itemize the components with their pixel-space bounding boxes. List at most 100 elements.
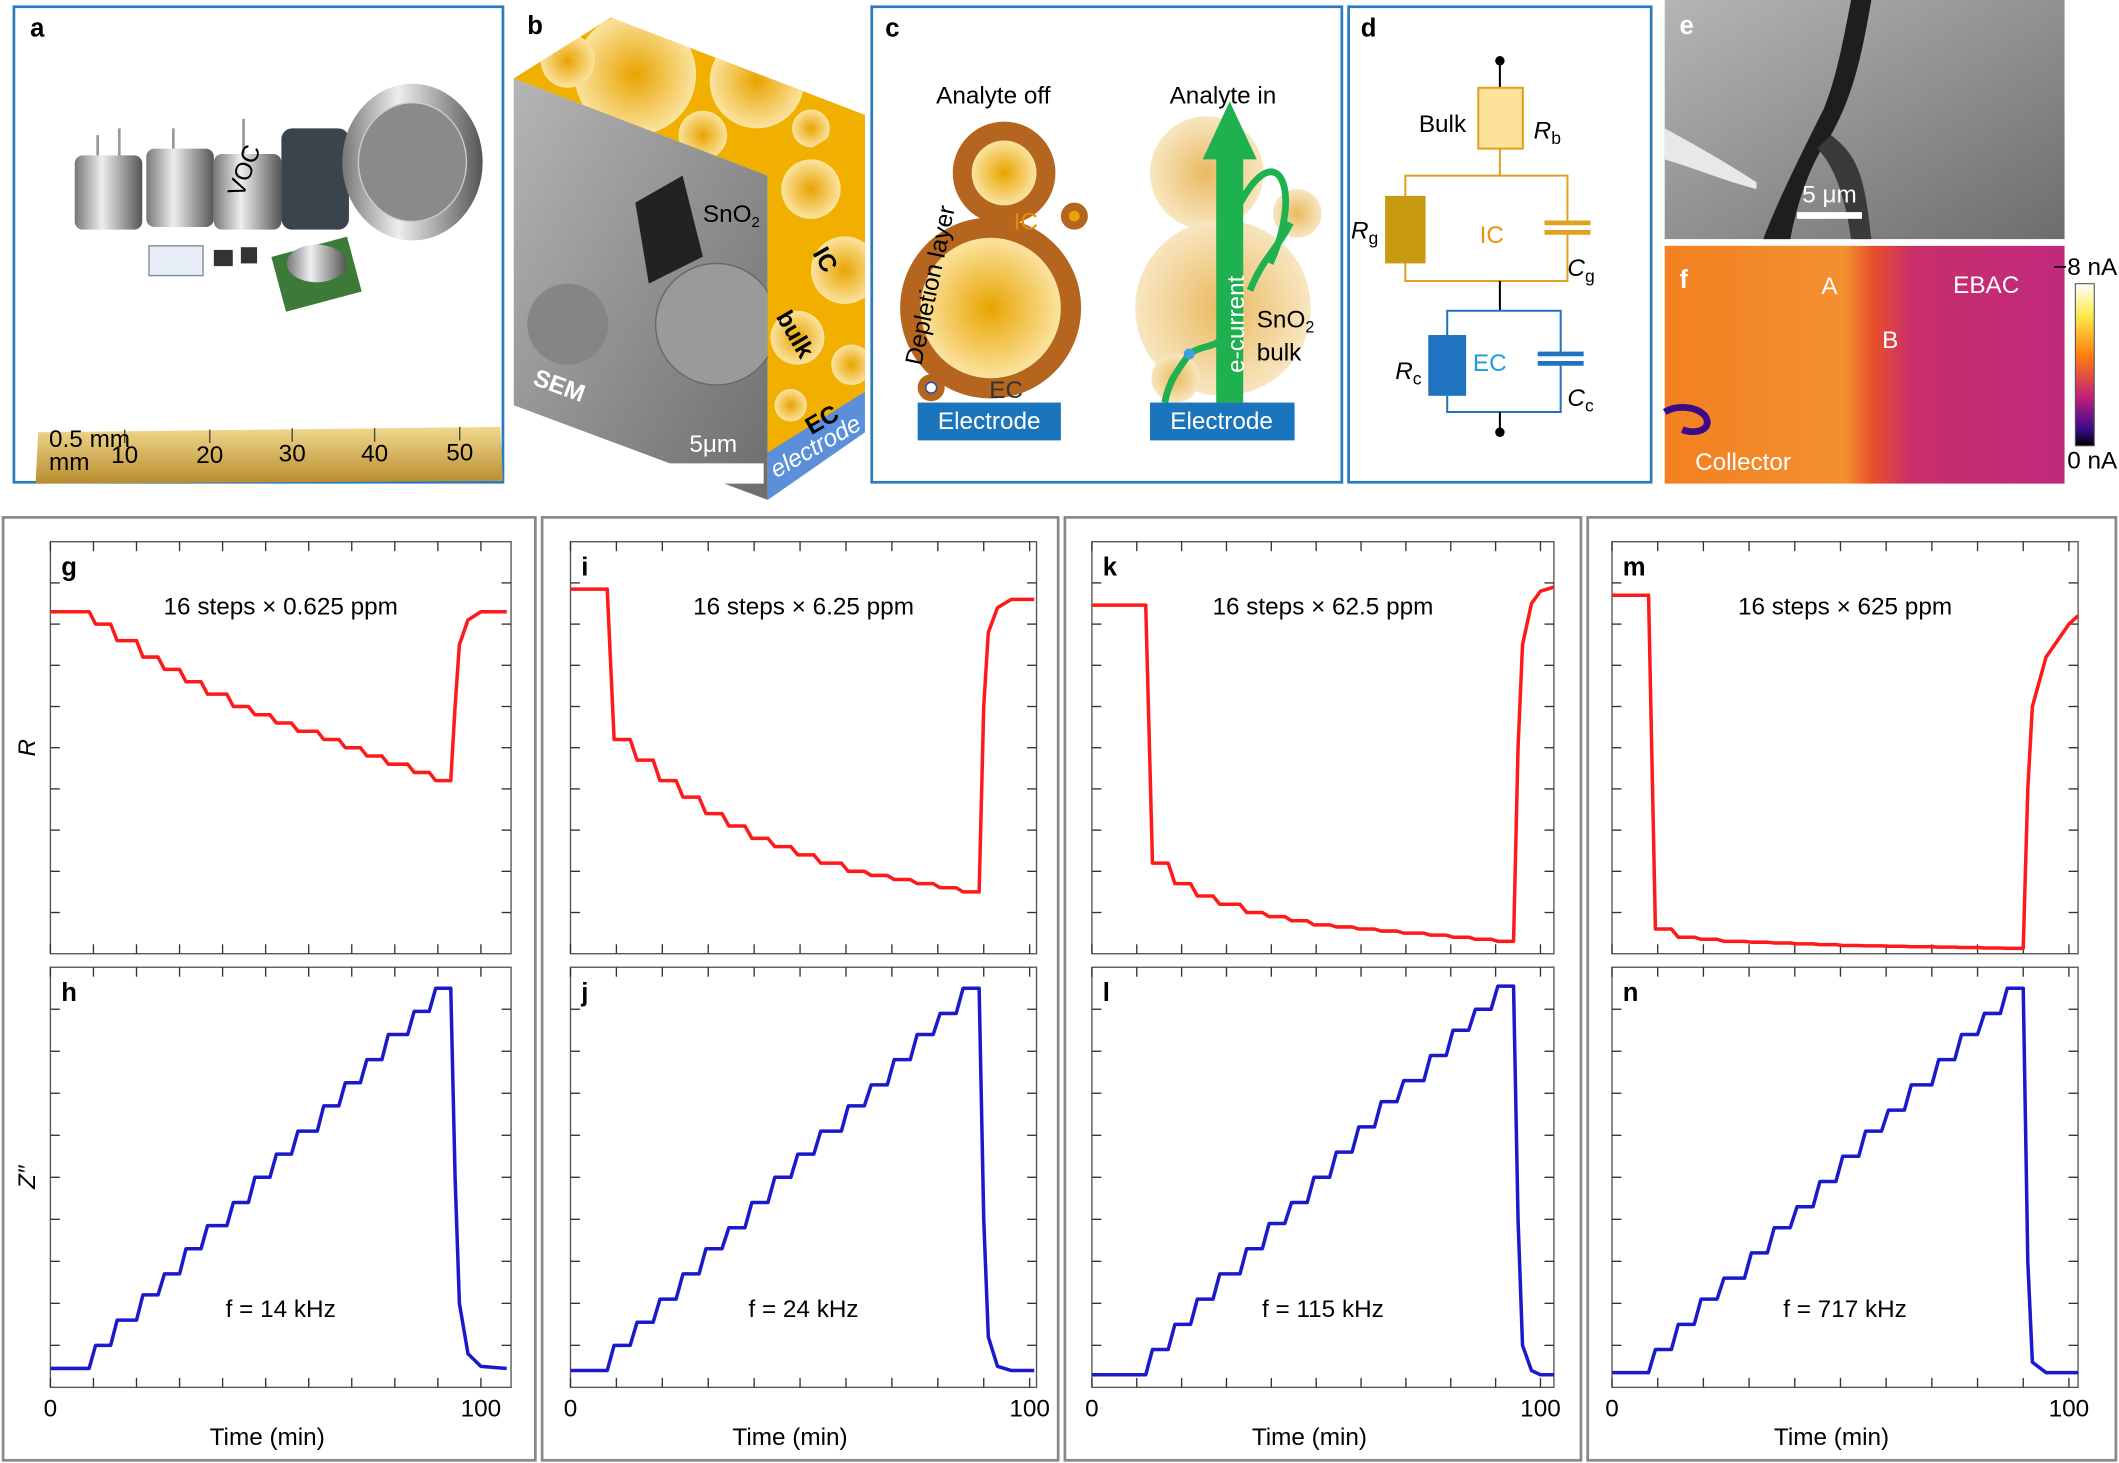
label-cg-tspan: C — [1567, 256, 1585, 283]
panel-d-rect — [1477, 86, 1524, 150]
panel-b-rect — [662, 463, 764, 484]
y-axis-label: Z″ — [14, 1164, 41, 1190]
panel-c-text: bulk — [1257, 339, 1302, 366]
annotation: 16 steps × 6.25 ppm — [693, 593, 914, 620]
label-sno2-tspan: SnO — [1257, 307, 1306, 334]
panel-b-polygon — [513, 78, 768, 500]
panel-f-text: Collector — [1695, 449, 1791, 476]
annotation: f = 115 kHz — [1262, 1296, 1384, 1323]
panel-a-rect — [12, 5, 505, 484]
panel-d-text: IC — [1480, 222, 1504, 249]
ec-branch — [1446, 309, 1562, 414]
data-line — [1612, 986, 2079, 1375]
label-rg: Rg — [1351, 218, 1378, 248]
panel-c-text: c — [885, 15, 899, 43]
label-sno2: SnO2 — [703, 202, 760, 231]
panel-b-text: 5μm — [689, 431, 737, 458]
x-axis-label: Time (min) — [732, 1424, 847, 1451]
panel-b-polygon — [767, 391, 865, 500]
grains-top-circle — [709, 33, 805, 129]
plot-frame — [1611, 966, 2079, 1389]
label-rb-tspan: R — [1534, 118, 1552, 145]
panel-letter: i — [581, 554, 588, 582]
plot-frame — [1091, 541, 1555, 955]
label-cc-tspan: c — [1585, 395, 1594, 415]
panel-c: c Analyte off Analyte in IC EC Depletion… — [870, 5, 1344, 484]
x-tick-label: 0 — [1085, 1396, 1099, 1423]
data-line — [1612, 593, 2080, 951]
x-tick-label: 100 — [1009, 1396, 1050, 1423]
plot-frame — [49, 966, 512, 1389]
ic-branch — [1404, 174, 1569, 282]
panel-d-circle — [1495, 427, 1505, 438]
panel-f-text: A — [1821, 273, 1838, 300]
grains-top-circle — [794, 17, 855, 71]
plot-frame — [1611, 541, 2079, 955]
label-cc-tspan: C — [1567, 385, 1585, 412]
label-rb: Rb — [1534, 118, 1562, 148]
panel-a-ellipse — [357, 101, 468, 223]
y-axis-label: R — [14, 739, 41, 757]
plot-frame — [569, 966, 1038, 1389]
x-tick-label: 0 — [44, 1396, 58, 1423]
x-tick-label: 100 — [2049, 1396, 2090, 1423]
panel-f-path — [1662, 404, 1711, 436]
panel-d-rect — [1428, 335, 1467, 396]
panel-letter: k — [1103, 554, 1118, 582]
ic-branch-polyline — [1404, 232, 1569, 282]
panel-c-circle — [1150, 116, 1264, 230]
data-line — [570, 587, 1035, 894]
panel-b-circle — [527, 283, 609, 365]
panel-e-path — [1763, 0, 1872, 240]
annotation: f = 24 kHz — [748, 1296, 858, 1323]
panel-a-text: mm — [49, 449, 89, 476]
panel-a-rect — [148, 245, 204, 277]
panel-a-polygon — [35, 426, 503, 484]
x-tick-label: 100 — [1520, 1396, 1561, 1423]
panel-b-circle — [654, 262, 778, 386]
ec-branch-polyline — [1446, 309, 1562, 354]
panel-letter: g — [61, 554, 77, 582]
data-line — [50, 609, 507, 783]
grains-right-circle — [781, 159, 841, 219]
panel-letter: l — [1103, 979, 1110, 1007]
x-tick-label: 0 — [564, 1396, 578, 1423]
label-cc: Cc — [1567, 385, 1594, 415]
label-rb-tspan: b — [1551, 128, 1561, 148]
label-sno2-tspan: 2 — [751, 215, 759, 231]
annotation: 16 steps × 625 ppm — [1738, 593, 1952, 620]
panel-f: f A B EBAC Collector −8 nA 0 nA — [1662, 245, 2118, 484]
panel-e-path — [1664, 128, 1757, 190]
panel-f-text: 0 nA — [2067, 447, 2118, 474]
grains-top-circle — [792, 109, 830, 148]
panel-c-text: e-current — [1223, 275, 1250, 372]
label-rc-tspan: R — [1395, 358, 1413, 385]
column-frames — [1, 516, 2118, 1462]
label-sno2: SnO2 — [1257, 307, 1315, 337]
panel-a: a VOC 0.5 mm mm 10 20 30 40 50 — [12, 5, 505, 484]
panel-f-text: B — [1882, 327, 1898, 354]
annotation: f = 14 kHz — [226, 1296, 336, 1323]
panel-f-rect — [1664, 245, 2065, 484]
panel-a-rect — [74, 155, 143, 230]
data-line — [570, 986, 1035, 1373]
panel-a-text: a — [30, 15, 45, 43]
panel-d: d Bulk Rb IC Rg Cg EC Rc Cc — [1347, 5, 1653, 484]
column-frames-rect — [540, 516, 1060, 1462]
label-cg-tspan: g — [1585, 266, 1595, 286]
label-cg: Cg — [1567, 256, 1594, 286]
panel-a-text: 30 — [279, 441, 306, 468]
panel-c-text: Analyte in — [1170, 83, 1277, 110]
grains-right-circle — [810, 236, 865, 304]
grains-right — [770, 159, 865, 422]
x-axis-label: Time (min) — [1252, 1424, 1367, 1451]
grains-right-circle — [774, 389, 807, 422]
panel-e-text: e — [1680, 12, 1694, 40]
panel-c-path — [1237, 168, 1294, 292]
panel-c-circle — [1068, 210, 1080, 222]
annotation: 16 steps × 0.625 ppm — [164, 593, 398, 620]
panel-a-rect — [240, 247, 258, 264]
panel-letter: n — [1623, 979, 1639, 1007]
panel-letter: j — [580, 979, 588, 1007]
panel-c-circle — [1183, 348, 1195, 360]
